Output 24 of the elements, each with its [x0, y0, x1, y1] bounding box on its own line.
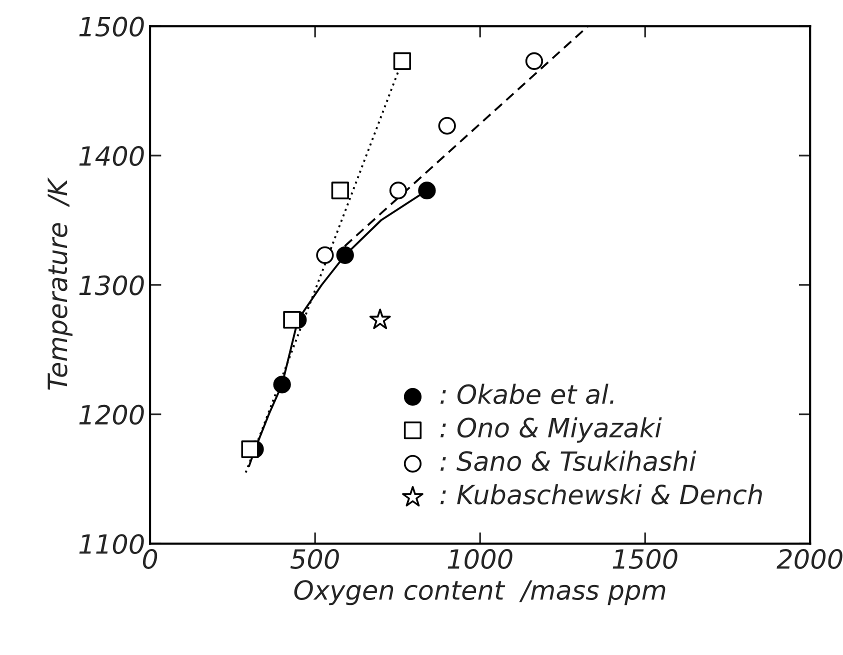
- y-tick-label: 1100: [79, 534, 144, 554]
- x-tick-label: 0: [142, 548, 158, 569]
- y-axis-title: Temperature /K: [48, 177, 72, 390]
- y-tick-label: 1400: [79, 146, 144, 166]
- legend-label: : Okabe et al.: [440, 384, 614, 404]
- point: [336, 246, 354, 264]
- point: [393, 52, 412, 70]
- x-axis-title: Oxygen content /mass ppm: [294, 580, 666, 606]
- point: [273, 376, 291, 394]
- point: [331, 182, 349, 200]
- legend-label: : Ono & Miyazaki: [440, 417, 662, 443]
- y-tick-label: 1500: [79, 16, 144, 37]
- x-tick-label: 1500: [612, 548, 678, 569]
- point: [418, 182, 436, 200]
- x-tick-label: 2000: [776, 548, 842, 569]
- y-tick-label: 1300: [79, 275, 144, 296]
- point: [241, 440, 259, 458]
- legend-label: : Kubaschewski & Dench: [440, 484, 762, 505]
- x-tick-label: 1000: [448, 548, 512, 569]
- y-tick-label: 1200: [79, 404, 144, 425]
- point: [283, 311, 301, 329]
- point: [369, 308, 391, 330]
- x-tick-label: 500: [290, 548, 339, 569]
- legend-label: : Sano & Tsukihashi: [440, 450, 696, 472]
